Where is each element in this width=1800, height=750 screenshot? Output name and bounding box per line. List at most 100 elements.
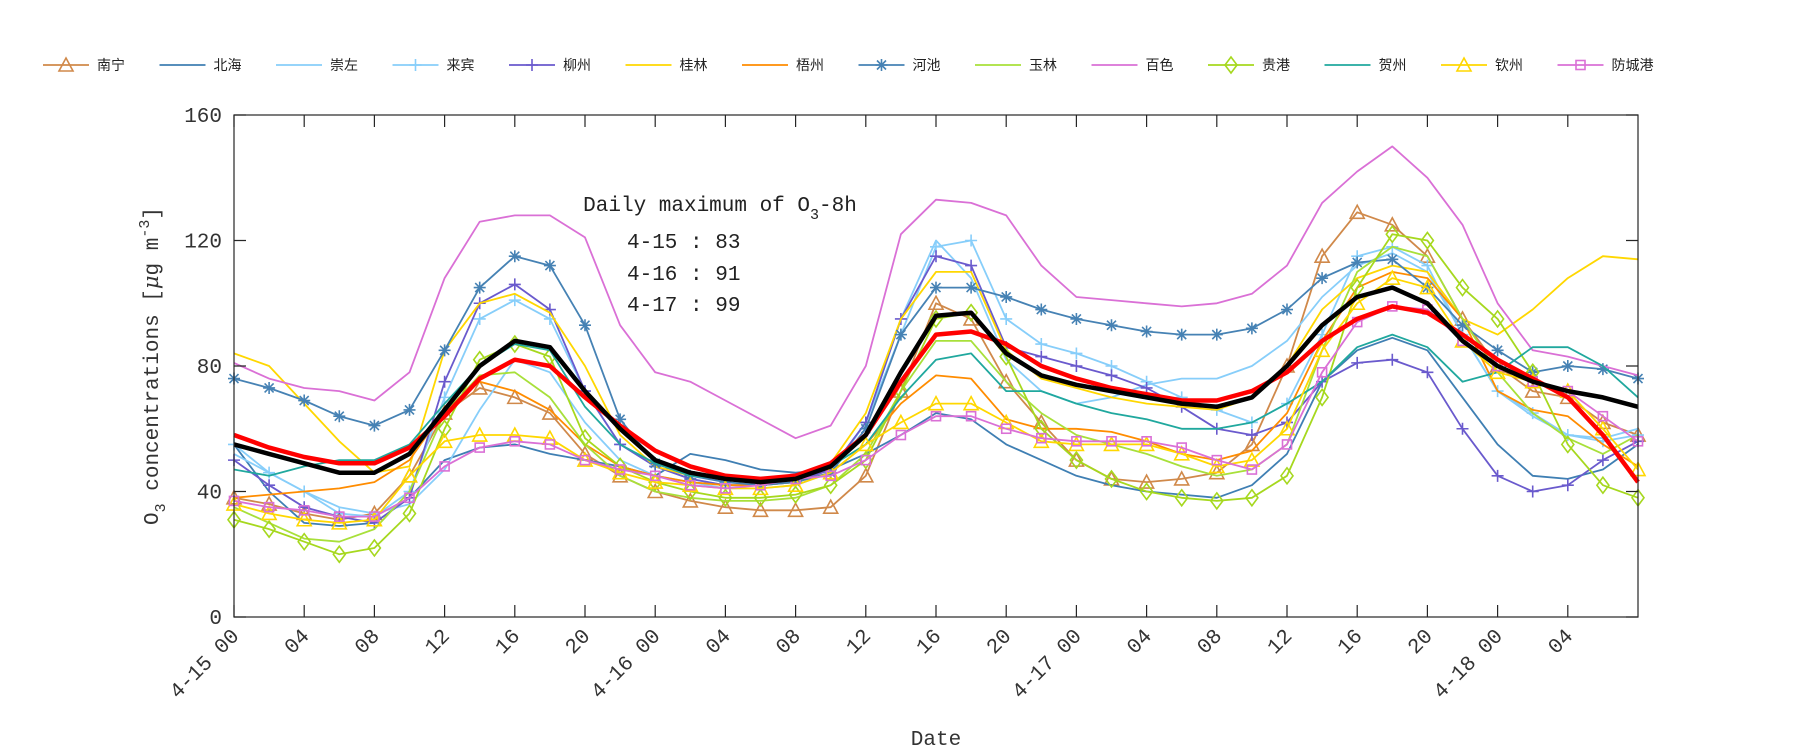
series-line: [233, 277, 1639, 524]
data-point-marker: [333, 410, 346, 423]
data-point-marker: [260, 495, 278, 511]
legend-item: 柳州: [509, 57, 591, 74]
data-point-marker: [822, 498, 840, 514]
data-point-marker: [508, 294, 521, 307]
data-point-marker: [1315, 388, 1330, 407]
data-point-marker: [438, 375, 451, 388]
legend-marker: [526, 59, 538, 71]
data-point-marker: [1209, 491, 1224, 511]
data-point-marker: [332, 544, 347, 564]
data-point-marker: [1138, 473, 1155, 489]
legend-label: 防城港: [1612, 58, 1654, 74]
data-point-marker: [859, 422, 872, 435]
data-point-marker: [1596, 363, 1609, 376]
data-point-marker: [260, 504, 278, 521]
data-point-marker: [368, 419, 381, 432]
data-point-marker: [1036, 432, 1047, 444]
legend-item: 来宾: [392, 58, 475, 74]
y-axis-label: O3 concentrations [μg m-3]: [137, 207, 170, 525]
data-point-marker: [1208, 457, 1226, 474]
data-point-marker: [1421, 366, 1434, 379]
data-point-marker: [438, 344, 451, 357]
data-point-marker: [965, 410, 977, 422]
data-point-marker: [1211, 454, 1223, 466]
data-point-marker: [1069, 450, 1084, 470]
data-point-marker: [787, 501, 804, 518]
data-point-marker: [1456, 319, 1469, 332]
data-point-marker: [649, 470, 661, 482]
data-point-marker: [366, 511, 383, 527]
data-point-marker: [1068, 451, 1085, 467]
data-point-marker: [930, 410, 942, 422]
data-point-marker: [1281, 439, 1293, 450]
data-point-marker: [1348, 294, 1366, 311]
data-point-marker: [965, 234, 978, 247]
x-tick-label: 4-16 00: [588, 626, 667, 705]
data-point-marker: [1280, 466, 1294, 486]
x-tick-label: 04: [281, 626, 315, 660]
data-point-marker: [1175, 328, 1188, 341]
legend-label: 桂林: [680, 58, 708, 74]
series-aggregate-15: [233, 285, 1639, 485]
data-point-marker: [1245, 429, 1258, 442]
x-tick-label: 04: [702, 626, 736, 660]
data-point-marker: [825, 470, 837, 482]
data-point-marker: [1070, 360, 1083, 372]
data-point-marker: [614, 464, 626, 475]
data-point-marker: [333, 511, 345, 522]
data-point-marker: [508, 278, 521, 291]
data-point-marker: [330, 514, 348, 530]
data-point-marker: [930, 250, 942, 263]
data-point-marker: [436, 432, 453, 449]
data-point-marker: [263, 501, 275, 513]
data-point-marker: [367, 538, 382, 558]
data-point-marker: [1491, 469, 1504, 482]
data-point-marker: [263, 479, 276, 492]
legend-label: 北海: [214, 58, 242, 74]
data-point-marker: [263, 381, 276, 394]
x-tick-label: 4-18 00: [1430, 626, 1509, 705]
y-tick-label: 160: [184, 106, 222, 129]
data-point-marker: [404, 492, 415, 504]
data-point-marker: [403, 403, 416, 416]
data-point-marker: [997, 373, 1015, 389]
legend-marker: [1575, 59, 1586, 71]
data-point-marker: [1420, 231, 1435, 250]
data-point-marker: [965, 281, 978, 294]
legend-item: 桂林: [625, 58, 708, 74]
y-tick-label: 40: [197, 483, 222, 506]
axes-frame: [233, 114, 1639, 618]
data-point-marker: [1597, 410, 1609, 422]
data-point-marker: [646, 473, 664, 489]
y-tick-label: 80: [197, 357, 222, 380]
data-point-marker: [579, 454, 591, 466]
data-point-marker: [473, 312, 486, 325]
data-point-marker: [1173, 445, 1191, 461]
data-point-marker: [962, 394, 980, 411]
series-北海: [233, 336, 1639, 527]
data-point-marker: [860, 454, 872, 466]
legend-label: 贺州: [1379, 58, 1407, 74]
data-point-marker: [298, 394, 311, 407]
annotation-line-3: 4-17 : 99: [627, 295, 740, 318]
data-point-marker: [927, 294, 945, 311]
data-point-marker: [1176, 442, 1187, 453]
data-point-marker: [402, 504, 417, 523]
data-point-marker: [1316, 272, 1329, 285]
data-point-marker: [1386, 353, 1399, 366]
data-point-marker: [508, 250, 521, 263]
x-tick-label: 20: [983, 626, 1017, 660]
data-point-marker: [611, 463, 629, 480]
data-point-marker: [1246, 464, 1258, 475]
x-tick-label: 12: [1264, 626, 1298, 660]
data-point-marker: [964, 303, 979, 322]
data-point-marker: [1313, 341, 1331, 358]
series-河池: [228, 250, 1644, 492]
data-point-marker: [1035, 303, 1048, 316]
data-point-marker: [1210, 328, 1223, 341]
data-point-marker: [1351, 356, 1364, 369]
series-崇左: [233, 239, 1639, 515]
data-point-marker: [1000, 423, 1012, 435]
